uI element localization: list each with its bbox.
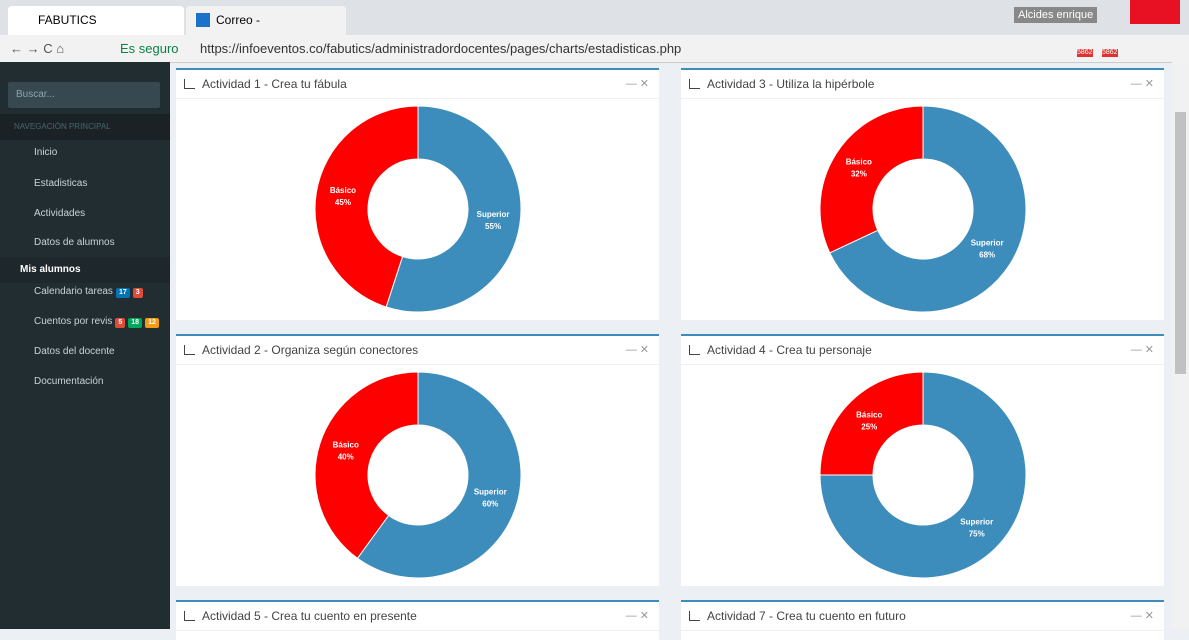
nav-label: Inicio	[34, 147, 58, 158]
donut-chart: Superior 60% Básico 40%	[314, 371, 522, 579]
url[interactable]: https://infoeventos.co/fabutics/administ…	[200, 41, 682, 56]
nav-label: Documentación	[34, 376, 104, 387]
panel-tools[interactable]: — ✕	[1130, 78, 1154, 90]
close-button[interactable]	[1130, 0, 1180, 24]
panel-header: Actividad 7 - Crea tu cuento en futuro — …	[681, 602, 1164, 631]
nav-item[interactable]: Inicio	[0, 140, 170, 166]
panel-title: Actividad 1 - Crea tu fábula	[202, 77, 347, 91]
panel-tools[interactable]: — ✕	[625, 610, 649, 622]
donut-segment	[356, 371, 522, 579]
scrollbar	[1172, 62, 1189, 629]
badge: 3	[132, 288, 143, 298]
panel: Actividad 2 - Organiza según conectores —…	[176, 334, 659, 586]
panel: Actividad 3 - Utiliza la hipérbole — ✕ Sup…	[681, 68, 1164, 320]
panel-title: Actividad 4 - Crea tu personaje	[707, 343, 872, 357]
panel-title: Actividad 7 - Crea tu cuento en futuro	[707, 609, 906, 623]
nav-item[interactable]: Actividades	[0, 201, 170, 227]
donut-segment	[314, 105, 419, 308]
segment-value: 40%	[338, 453, 354, 462]
donut-segment	[314, 371, 419, 560]
nav-item[interactable]: Documentación	[0, 369, 170, 395]
panel-title: Actividad 2 - Organiza según conectores	[202, 343, 419, 357]
badge: 5862	[1102, 49, 1118, 57]
nav-item[interactable]: Datos de alumnos	[0, 230, 170, 256]
panel: Actividad 4 - Crea tu personaje — ✕ Superi…	[681, 334, 1164, 586]
panel-title: Actividad 3 - Utiliza la hipérbole	[707, 77, 875, 91]
nav-item[interactable]: Cuentos por revis 5 18 12	[0, 309, 170, 335]
badge: 5	[115, 318, 126, 328]
donut-chart: Superior 75% Básico 25%	[819, 371, 1027, 579]
segment-label: Básico	[333, 441, 359, 450]
nav-label: Actividades	[34, 208, 86, 219]
nav-item[interactable]: Datos del docente	[0, 339, 170, 365]
mail-icon	[196, 13, 210, 27]
panel-tools[interactable]: — ✕	[1130, 610, 1154, 622]
segment-label: Superior	[971, 239, 1004, 248]
content: Actividad 1 - Crea tu fábula — ✕ Superior 5…	[170, 62, 1172, 640]
segment-value: 60%	[482, 499, 498, 508]
nav-label: Datos de alumnos	[34, 237, 115, 248]
badge: 18	[128, 318, 143, 328]
segment-label: Superior	[474, 487, 507, 496]
address-bar: ← → C ⌂ Es seguro https://infoeventos.co…	[0, 35, 1189, 63]
panel-header: Actividad 1 - Crea tu fábula — ✕	[176, 70, 659, 99]
nav-buttons[interactable]: ← → C ⌂	[10, 41, 65, 56]
panel-header: Actividad 3 - Utiliza la hipérbole — ✕	[681, 70, 1164, 99]
donut-segment	[385, 105, 522, 313]
panel-header: Actividad 2 - Organiza según conectores —…	[176, 336, 659, 365]
panel-title: Actividad 5 - Crea tu cuento en presente	[202, 609, 417, 623]
tab[interactable]: Correo - alkikegt@hotma	[186, 6, 346, 56]
segment-value: 68%	[979, 251, 995, 260]
segment-value: 75%	[969, 530, 985, 539]
panel-tools[interactable]: — ✕	[1130, 344, 1154, 356]
panel-tools[interactable]: — ✕	[625, 344, 649, 356]
nav-label: Datos del docente	[34, 346, 115, 357]
nav-label: Estadisticas	[34, 178, 88, 189]
nav-label: Mis alumnos	[20, 264, 81, 275]
tab[interactable]: FABUTICS	[8, 6, 184, 35]
sidebar: Buscar... NAVEGACIÓN PRINCIPAL Inicio Est…	[0, 62, 170, 629]
badge: 17	[115, 288, 130, 298]
donut-segment	[819, 371, 924, 476]
segment-label: Básico	[846, 157, 872, 166]
secure: Es seguro	[120, 41, 179, 56]
user: Alcides enrique	[1014, 7, 1098, 23]
segment-label: Básico	[330, 186, 356, 195]
nav-item[interactable]: Estadisticas	[0, 171, 170, 197]
donut-segment	[829, 105, 1027, 313]
segment-value: 45%	[335, 198, 351, 207]
panel-header: Actividad 5 - Crea tu cuento en presente…	[176, 602, 659, 631]
segment-label: Superior	[960, 518, 993, 527]
segment-label: Básico	[856, 410, 882, 419]
badge: 12	[145, 318, 159, 328]
donut-chart: Superior 55% Básico 45%	[314, 105, 522, 313]
donut-segment	[819, 371, 1027, 579]
panel: Actividad 7 - Crea tu cuento en futuro — …	[681, 600, 1164, 640]
segment-value: 25%	[861, 422, 877, 431]
donut-chart: Superior 68% Básico 32%	[819, 105, 1027, 313]
panel-header: Actividad 4 - Crea tu personaje — ✕	[681, 336, 1164, 365]
nav-label: Cuentos por revis	[34, 316, 113, 327]
panel: Actividad 1 - Crea tu fábula — ✕ Superior 5…	[176, 68, 659, 320]
tab-bar: FABUTICS Correo - alkikegt@hotma Alcides…	[0, 0, 1189, 56]
panel: Actividad 5 - Crea tu cuento en presente…	[176, 600, 659, 640]
section: NAVEGACIÓN PRINCIPAL	[0, 114, 170, 140]
nav-item[interactable]: Mis alumnos	[0, 257, 170, 283]
nav-item[interactable]: Calendario tareas 17 3	[0, 279, 170, 305]
segment-value: 55%	[485, 222, 501, 231]
badge: 5862	[1077, 49, 1093, 57]
donut-segment	[819, 105, 924, 254]
search[interactable]: Buscar...	[8, 82, 160, 108]
nav-label: Calendario tareas	[34, 286, 113, 297]
segment-label: Superior	[477, 210, 510, 219]
panel-tools[interactable]: — ✕	[625, 78, 649, 90]
segment-value: 32%	[851, 169, 867, 178]
